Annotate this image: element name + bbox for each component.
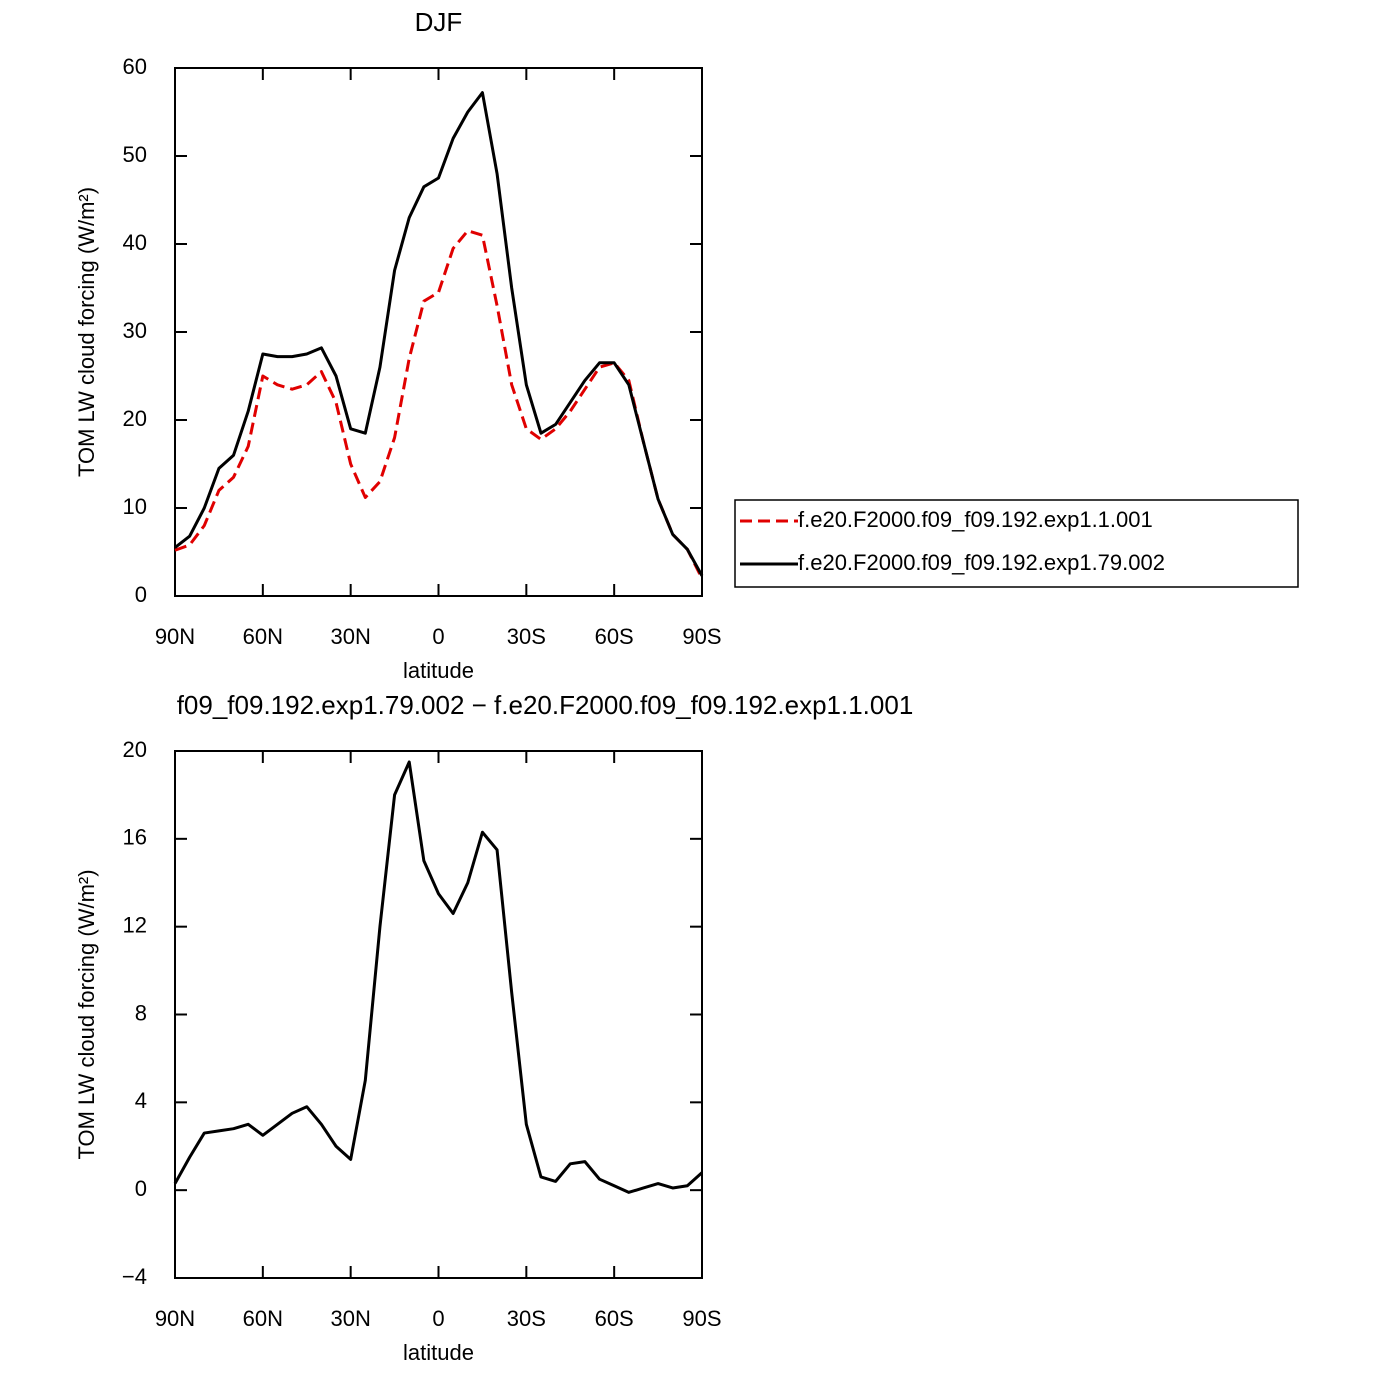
data-line — [173, 760, 704, 1194]
x-tick-label: 0 — [432, 624, 444, 649]
legend-label: f.e20.F2000.f09_f09.192.exp1.79.002 — [798, 550, 1165, 575]
y-tick-label: 8 — [135, 1000, 147, 1025]
x-tick-label: 60N — [243, 624, 283, 649]
x-tick-label: 30N — [330, 1306, 370, 1331]
plot-frame — [174, 750, 703, 1279]
y-tick-label: 0 — [135, 1176, 147, 1201]
x-tick-label: 60S — [595, 1306, 634, 1331]
y-tick-label: 10 — [123, 494, 147, 519]
chart-title: f09_f09.192.exp1.79.002 − f.e20.F2000.f0… — [177, 690, 914, 720]
y-tick-label: 20 — [123, 406, 147, 431]
y-axis-label: TOM LW cloud forcing (W/m²) — [74, 187, 99, 477]
x-axis-label: latitude — [403, 658, 474, 683]
x-tick-label: 90N — [155, 1306, 195, 1331]
x-tick-label: 30S — [507, 1306, 546, 1331]
x-tick-label: 30N — [330, 624, 370, 649]
y-tick-label: 0 — [135, 582, 147, 607]
x-tick-label: 90N — [155, 624, 195, 649]
x-tick-label: 90S — [682, 1306, 721, 1331]
y-axis-label: TOM LW cloud forcing (W/m²) — [74, 869, 99, 1159]
data-line — [174, 229, 704, 580]
y-tick-label: 4 — [135, 1088, 147, 1113]
x-tick-label: 60S — [595, 624, 634, 649]
y-tick-label: −4 — [122, 1264, 147, 1289]
y-tick-label: 60 — [123, 54, 147, 79]
y-tick-label: 30 — [123, 318, 147, 343]
plot-frame — [174, 67, 703, 597]
y-tick-label: 20 — [123, 737, 147, 762]
y-tick-label: 12 — [123, 912, 147, 937]
x-tick-label: 30S — [507, 624, 546, 649]
y-tick-label: 50 — [123, 142, 147, 167]
data-line — [174, 91, 704, 577]
y-tick-label: 16 — [123, 825, 147, 850]
x-tick-label: 0 — [432, 1306, 444, 1331]
chart-title: DJF — [415, 7, 463, 37]
x-tick-label: 90S — [682, 624, 721, 649]
legend-box — [734, 499, 1299, 588]
x-tick-label: 60N — [243, 1306, 283, 1331]
y-tick-label: 40 — [123, 230, 147, 255]
legend-label: f.e20.F2000.f09_f09.192.exp1.1.001 — [798, 507, 1153, 532]
x-axis-label: latitude — [403, 1340, 474, 1365]
